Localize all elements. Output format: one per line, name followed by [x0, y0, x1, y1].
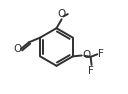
Text: O: O — [82, 50, 90, 60]
Text: O: O — [57, 9, 66, 19]
Text: F: F — [88, 66, 94, 76]
Text: F: F — [98, 49, 104, 59]
Text: O: O — [14, 44, 22, 54]
